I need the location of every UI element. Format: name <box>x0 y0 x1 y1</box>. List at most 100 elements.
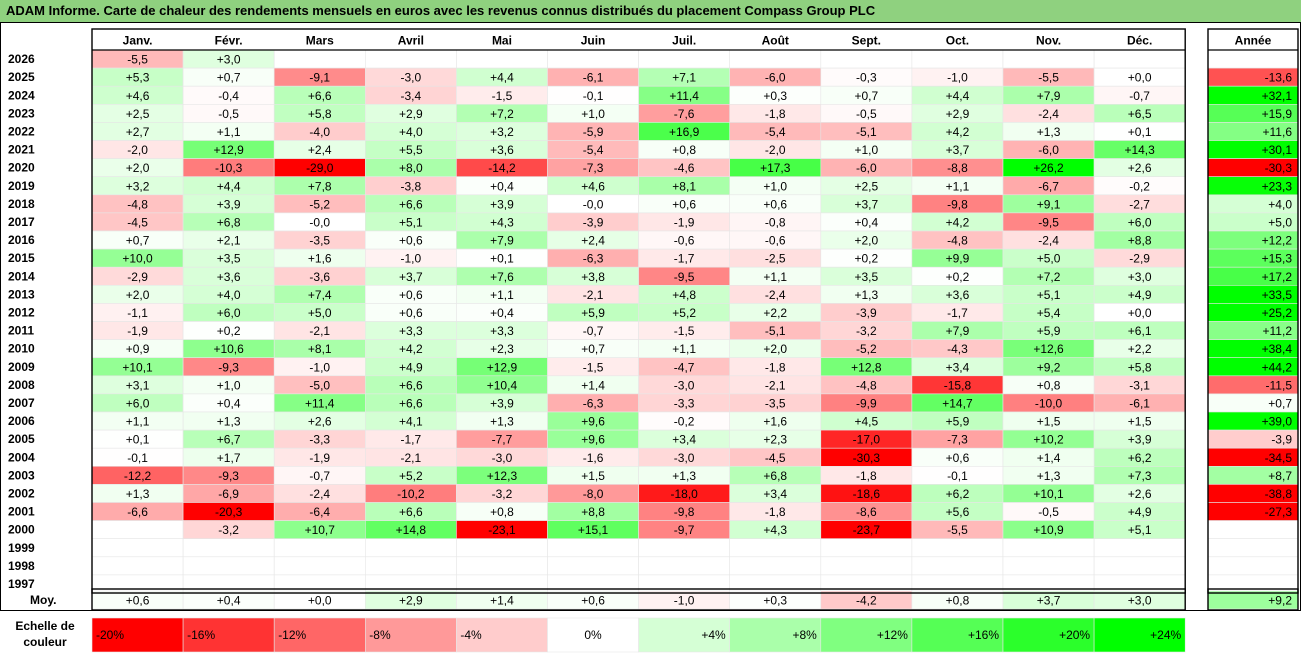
cell-value: -2,7 <box>1129 197 1150 211</box>
cell-value: +8,0 <box>399 161 423 175</box>
heatmap-cell <box>547 538 639 558</box>
cell-value: -9,7 <box>674 523 695 537</box>
cell-value: -1,0 <box>947 71 968 85</box>
cell-value: -3,2 <box>492 487 513 501</box>
cell-value: +0,7 <box>581 342 605 356</box>
row-year-label: 2022 <box>8 124 35 138</box>
heatmap-cell <box>456 556 548 576</box>
cell-value: -1,5 <box>674 324 695 338</box>
cell-value: +3,5 <box>854 270 878 284</box>
cell-value: -23,1 <box>488 523 516 537</box>
scale-swatch <box>91 617 184 653</box>
cell-value: -2,0 <box>127 143 148 157</box>
cell-value: -2,9 <box>1129 252 1150 266</box>
cell-value: +0,6 <box>672 197 696 211</box>
cell-value: +1,1 <box>946 179 970 193</box>
scale-label: couleur <box>23 635 67 649</box>
cell-value: +3,2 <box>490 125 514 139</box>
row-year-label: 2003 <box>8 468 35 482</box>
annual-value: +5,0 <box>1268 215 1292 229</box>
cell-value: +1,1 <box>126 415 150 429</box>
cell-value: +10,9 <box>1033 523 1064 537</box>
cell-value: +6,5 <box>1128 107 1152 121</box>
cell-value: +4,8 <box>672 288 696 302</box>
cell-value: +10,2 <box>1033 433 1064 447</box>
annual-cell <box>1207 556 1299 576</box>
cell-value: +0,3 <box>763 89 787 103</box>
cell-value: +5,2 <box>399 469 423 483</box>
row-year-label: 2026 <box>8 52 35 66</box>
annual-grid-border <box>1207 28 1299 594</box>
row-year-label: 2024 <box>8 88 35 102</box>
cell-value: -6,4 <box>309 505 330 519</box>
cell-value: -8,8 <box>947 161 968 175</box>
cell-value: +3,6 <box>490 143 514 157</box>
cell-value: +7,9 <box>1037 89 1061 103</box>
cell-value: -7,6 <box>674 107 695 121</box>
average-value: +0,3 <box>763 594 787 608</box>
cell-value: -9,3 <box>218 360 239 374</box>
row-year-label: 2015 <box>8 251 35 265</box>
cell-value: -0,6 <box>674 234 695 248</box>
cell-value: -3,0 <box>492 451 513 465</box>
cell-value: +3,7 <box>946 143 970 157</box>
cell-value: -6,6 <box>127 505 148 519</box>
scale-label: Echelle de <box>15 619 75 633</box>
cell-value: -8,0 <box>583 487 604 501</box>
cell-value: +6,7 <box>217 433 241 447</box>
cell-value: -0,6 <box>765 234 786 248</box>
cell-value: -3,9 <box>856 306 877 320</box>
annual-value: +4,0 <box>1268 197 1292 211</box>
annual-value: +15,9 <box>1262 107 1293 121</box>
cell-value: +3,3 <box>399 324 423 338</box>
heatmap-cell <box>182 574 275 594</box>
scale-swatch <box>364 617 457 653</box>
cell-value: +26,2 <box>1033 161 1064 175</box>
cell-value: +3,3 <box>490 324 514 338</box>
average-value: +0,8 <box>946 594 970 608</box>
cell-value: -18,6 <box>853 487 881 501</box>
annual-value: -34,5 <box>1265 451 1293 465</box>
heatmap-cell <box>820 49 913 69</box>
cell-value: +7,1 <box>672 71 696 85</box>
heatmap-cell <box>911 538 1004 558</box>
average-annual-value: +9,2 <box>1268 594 1292 608</box>
heatmap-cell <box>182 556 275 576</box>
cell-value: -9,9 <box>856 396 877 410</box>
cell-value: +4,4 <box>490 71 514 85</box>
average-value: +0,4 <box>217 594 241 608</box>
scale-swatch <box>1093 617 1186 653</box>
annual-value: +15,3 <box>1262 252 1293 266</box>
cell-value: -4,8 <box>856 378 877 392</box>
cell-value: +3,9 <box>490 396 514 410</box>
annual-value: +32,1 <box>1262 89 1293 103</box>
cell-value: +1,1 <box>490 288 514 302</box>
cell-value: +0,6 <box>399 288 423 302</box>
cell-value: +5,5 <box>399 143 423 157</box>
annual-value: +11,6 <box>1263 125 1293 139</box>
cell-value: +1,3 <box>1037 125 1061 139</box>
cell-value: +6,0 <box>126 396 150 410</box>
heatmap-cell <box>729 538 822 558</box>
cell-value: +6,1 <box>1128 324 1152 338</box>
cell-value: -2,4 <box>309 487 330 501</box>
cell-value: +0,9 <box>126 342 150 356</box>
cell-value: -5,0 <box>309 378 330 392</box>
cell-value: +7,2 <box>490 107 514 121</box>
cell-value: -0,1 <box>583 89 604 103</box>
heatmap-cell <box>1002 49 1095 69</box>
cell-value: +10,0 <box>122 252 153 266</box>
cell-value: +0,4 <box>854 215 878 229</box>
cell-value: -0,7 <box>1129 89 1150 103</box>
cell-value: -3,4 <box>401 89 422 103</box>
cell-value: +7,2 <box>1037 270 1061 284</box>
cell-value: +0,4 <box>490 306 514 320</box>
heatmap-cell <box>911 574 1004 594</box>
average-value: +1,4 <box>490 594 514 608</box>
heatmap-cell <box>1093 49 1186 69</box>
average-value: -1,0 <box>674 594 695 608</box>
cell-value: +14,3 <box>1124 143 1155 157</box>
cell-value: +10,4 <box>487 378 518 392</box>
heatmap-cell <box>1093 556 1186 576</box>
heatmap-cell <box>729 49 822 69</box>
